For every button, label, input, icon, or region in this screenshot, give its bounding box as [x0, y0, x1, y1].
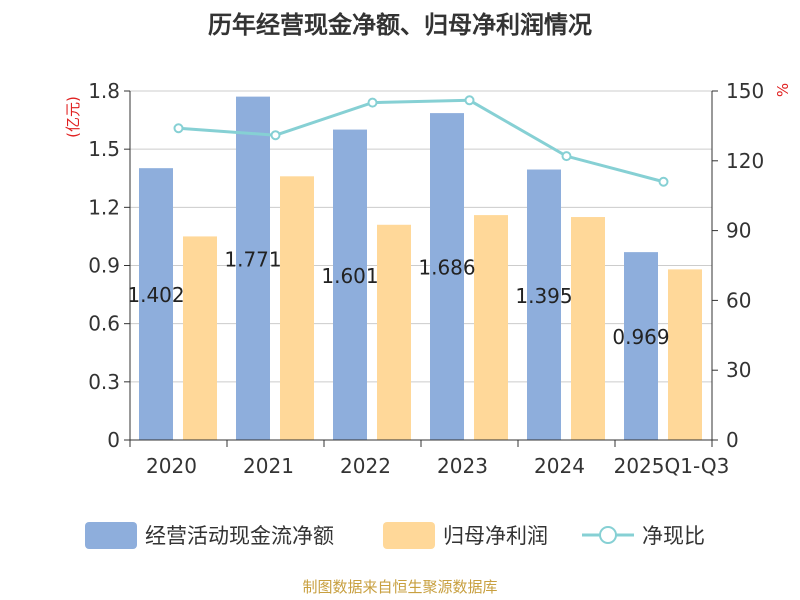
right-tick-label: 150 [726, 79, 764, 103]
right-tick-label: 0 [726, 428, 739, 452]
ratio-point [367, 97, 378, 108]
ratio-point [270, 130, 281, 141]
left-tick-label: 0.3 [88, 370, 120, 394]
left-tick-label: 0.9 [88, 254, 120, 278]
bars [139, 96, 702, 441]
left-tick-label: 1.2 [88, 195, 120, 219]
bar-net-profit [280, 176, 314, 441]
legend-label: 归母净利润 [443, 524, 548, 548]
bar-net-profit [183, 236, 217, 440]
data-label: 1.686 [418, 256, 475, 280]
bar-operating-cash-flow [333, 129, 367, 440]
data-label: 1.601 [321, 264, 378, 288]
x-tick-label: 2023 [437, 454, 488, 478]
right-tick-label: 30 [726, 358, 751, 382]
left-tick-label: 0 [107, 428, 120, 452]
bar-net-profit [571, 217, 605, 440]
x-tick-label: 2020 [146, 454, 197, 478]
chart-title: 历年经营现金净额、归母净利润情况 [208, 11, 592, 39]
legend-label: 经营活动现金流净额 [145, 524, 334, 548]
x-tick-label: 2021 [243, 454, 294, 478]
x-tick-label: 2024 [534, 454, 585, 478]
ratio-line [173, 95, 669, 187]
bar-net-profit [668, 269, 702, 440]
gridlines [130, 90, 712, 383]
left-tick-label: 1.5 [88, 137, 120, 161]
ratio-point [464, 95, 475, 106]
data-label: 1.395 [515, 284, 572, 308]
legend: 经营活动现金流净额 归母净利润 净现比 [85, 522, 705, 549]
axes: 0 0.3 0.6 0.9 1.2 1.5 1.8 0 30 60 90 120 150 2020 2021… [88, 79, 764, 478]
data-label: 1.402 [127, 283, 184, 307]
data-label: 0.969 [612, 325, 669, 349]
x-tick-label: 2022 [340, 454, 391, 478]
left-tick-label: 1.8 [88, 79, 120, 103]
legend-marker [599, 526, 617, 544]
source-note: 制图数据来自恒生聚源数据库 [302, 578, 497, 596]
data-label: 1.771 [224, 247, 281, 271]
legend-swatch [85, 522, 137, 549]
bar-operating-cash-flow [624, 252, 658, 440]
ratio-point [173, 123, 184, 134]
ratio-point [561, 151, 572, 162]
legend-swatch [383, 522, 435, 549]
bar-net-profit [377, 224, 411, 440]
bar-operating-cash-flow [527, 169, 561, 440]
x-tick-label: 2025Q1-Q3 [614, 454, 730, 478]
left-tick-label: 0.6 [88, 312, 120, 336]
bar-operating-cash-flow [430, 113, 464, 440]
bar-operating-cash-flow [139, 168, 173, 440]
right-tick-label: 120 [726, 149, 764, 173]
left-axis-unit: (亿元) [64, 96, 82, 138]
ratio-point [658, 176, 669, 187]
right-tick-label: 90 [726, 219, 751, 243]
right-tick-label: 60 [726, 288, 751, 312]
bar-operating-cash-flow [236, 96, 270, 441]
ratio-line-path [178, 98, 664, 184]
right-axis-unit: % [774, 83, 792, 97]
data-labels: 1.402 1.771 1.601 1.686 1.395 0.969 [127, 247, 669, 349]
legend-label: 净现比 [642, 524, 705, 548]
bar-net-profit [474, 215, 508, 440]
